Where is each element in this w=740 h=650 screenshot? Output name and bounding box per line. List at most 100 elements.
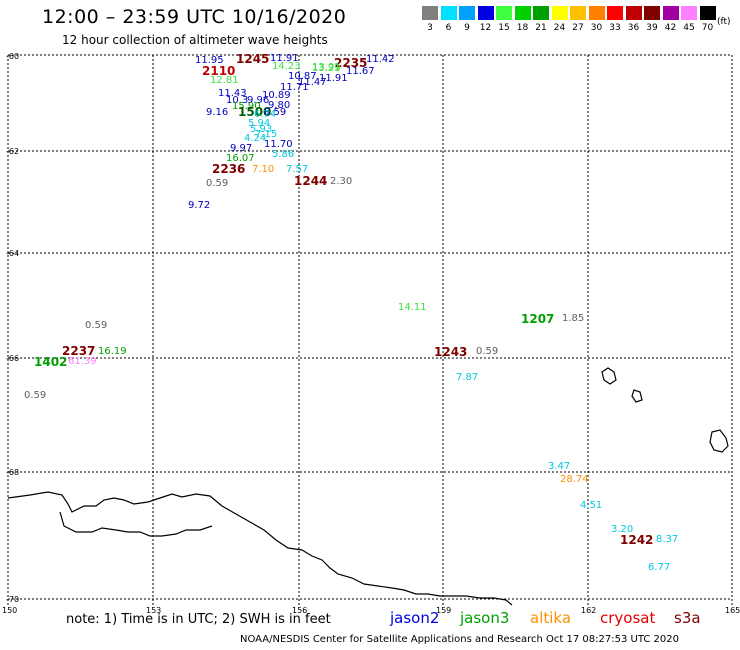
graticule <box>7 54 733 605</box>
wave-height-label: 0.59 <box>476 346 499 357</box>
time-label: 1242 <box>620 533 654 547</box>
time-label: 1243 <box>434 345 468 359</box>
wave-height-label: 0.59 <box>24 390 47 401</box>
wave-height-label: 15.90 <box>232 101 261 112</box>
lon-label: 165 <box>725 606 740 615</box>
wave-height-label: 7.57 <box>286 164 309 175</box>
time-label: 2235 <box>334 56 368 70</box>
time-label: 1244 <box>294 174 328 188</box>
credit-line: NOAA/NESDIS Center for Satellite Applica… <box>240 634 679 645</box>
wave-height-label: 11.42 <box>366 54 395 65</box>
wave-height-label: 3.47 <box>548 461 571 472</box>
wave-height-label: 10.3 <box>226 95 249 106</box>
wave-height-label: 8.59 <box>264 107 287 118</box>
lon-label: 162 <box>581 606 597 615</box>
scale-swatch <box>570 6 586 20</box>
scale-swatch <box>514 6 531 20</box>
legend-item-jason3: jason3 <box>460 609 510 627</box>
coastline-bay <box>59 511 213 537</box>
wave-height-label: 14.11 <box>398 302 427 313</box>
scale-label: 36 <box>627 23 640 33</box>
scale-swatch <box>422 6 438 20</box>
wave-height-label: 11.91 <box>270 53 299 64</box>
time-label: 2237 <box>62 344 96 358</box>
wave-height-label: 0.59 <box>85 320 108 331</box>
wave-height-label: 5.93 <box>250 124 273 135</box>
scale-label: 6 <box>445 23 452 33</box>
wave-height-label: 9.80 <box>268 100 291 111</box>
wave-height-label: 11.71 <box>280 82 309 93</box>
lat-label: -60 <box>6 52 20 61</box>
lat-label: -66 <box>6 354 20 363</box>
lon-label: 150 <box>2 606 18 615</box>
wave-height-label: 16.07 <box>226 153 255 164</box>
lat-label: -62 <box>6 147 20 156</box>
lon-label: 159 <box>436 606 452 615</box>
scale-label: 70 <box>701 23 714 33</box>
scale-swatch <box>644 6 660 20</box>
wave-height-label: 11.67 <box>346 66 375 77</box>
island <box>709 429 729 453</box>
wave-height-label: 12.81 <box>210 75 239 86</box>
time-label: 1207 <box>521 312 555 326</box>
scale-swatch <box>459 6 475 20</box>
scale-label: 21 <box>535 23 547 33</box>
lat-label: -70 <box>6 595 20 604</box>
lat-label: -64 <box>6 249 20 258</box>
wave-height-label: 11.70 <box>264 139 293 150</box>
scale-swatch <box>681 6 697 20</box>
wave-height-label: 11.91 <box>319 73 348 84</box>
wave-height-label: 7.15 <box>255 129 278 140</box>
scale-swatch <box>607 6 623 20</box>
legend-item-jason2: jason2 <box>390 609 440 627</box>
wave-height-label: 8.37 <box>656 534 679 545</box>
scale-label: 18 <box>516 23 529 33</box>
time-label: 2236 <box>212 162 246 176</box>
scale-label: 39 <box>646 23 658 33</box>
wave-height-label: 10.87 <box>288 71 317 82</box>
wave-height-label: 3.20 <box>611 524 634 535</box>
scale-label: 24 <box>553 23 566 33</box>
wave-height-label: 11.47 <box>298 77 327 88</box>
scale-swatch <box>662 6 679 20</box>
wave-height-label: 9.16 <box>206 107 229 118</box>
scale-swatch <box>496 6 512 20</box>
wave-height-label: 5.86 <box>272 149 295 160</box>
time-label: 2110 <box>202 64 236 78</box>
wave-height-label: 9.96 <box>247 95 270 106</box>
scale-label: 15 <box>498 23 510 33</box>
map-subtitle: 12 hour collection of altimeter wave hei… <box>62 33 328 47</box>
scale-label: 45 <box>683 23 695 33</box>
lon-label: 153 <box>146 606 162 615</box>
lon-label: 156 <box>292 606 308 615</box>
wave-height-label: 1.85 <box>562 313 585 324</box>
scale-label: 12 <box>479 23 492 33</box>
scale-label: 3 <box>427 23 433 33</box>
scale-label: 42 <box>664 23 677 33</box>
scale-swatch <box>551 6 568 20</box>
wave-height-label: 6.74 <box>254 109 277 120</box>
wave-height-label: 10.89 <box>262 90 291 101</box>
time-label: 1500 <box>238 105 272 119</box>
wave-height-label: 2.30 <box>330 176 353 187</box>
wave-height-label: 4.24 <box>244 133 267 144</box>
scale-label: 27 <box>572 23 584 33</box>
wave-height-label: 11.43 <box>218 88 247 99</box>
wave-height-label: 28.74 <box>560 474 589 485</box>
scale-swatch <box>625 6 642 20</box>
island <box>601 367 617 385</box>
island <box>631 389 643 403</box>
scale-label: 9 <box>464 23 470 33</box>
scale-swatch <box>440 6 457 20</box>
scale-unit: (ft) <box>717 17 731 27</box>
coastline-antarctica <box>7 491 513 606</box>
wave-height-label: 16.19 <box>98 346 127 357</box>
wave-height-label: 11.95 <box>195 55 224 66</box>
time-label: 1402 <box>34 355 68 369</box>
scale-label: 33 <box>609 23 621 33</box>
scale-label: 30 <box>590 23 603 33</box>
scale-swatch <box>533 6 549 20</box>
wave-height-label: 9.72 <box>188 200 211 211</box>
lat-label: -68 <box>6 468 20 477</box>
